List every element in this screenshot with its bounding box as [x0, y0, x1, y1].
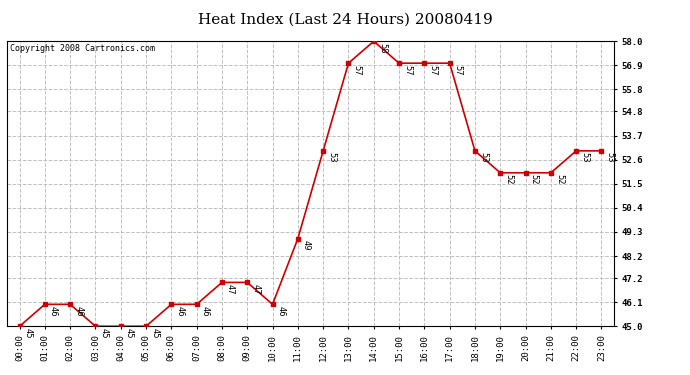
Text: 52: 52 [555, 174, 564, 184]
Text: 53: 53 [580, 152, 589, 163]
Text: 57: 57 [428, 64, 437, 75]
Text: 53: 53 [479, 152, 488, 163]
Text: 58: 58 [378, 43, 387, 53]
Text: 52: 52 [530, 174, 539, 184]
Text: 57: 57 [353, 64, 362, 75]
Text: 52: 52 [504, 174, 513, 184]
Text: 46: 46 [175, 306, 184, 316]
Text: 46: 46 [277, 306, 286, 316]
Text: 45: 45 [150, 328, 159, 338]
Text: 57: 57 [403, 64, 412, 75]
Text: 46: 46 [75, 306, 83, 316]
Text: 46: 46 [49, 306, 58, 316]
Text: 47: 47 [251, 284, 260, 294]
Text: 45: 45 [23, 328, 32, 338]
Text: 47: 47 [226, 284, 235, 294]
Text: 53: 53 [606, 152, 615, 163]
Text: 45: 45 [99, 328, 108, 338]
Text: 57: 57 [454, 64, 463, 75]
Text: 46: 46 [201, 306, 210, 316]
Text: 49: 49 [302, 240, 311, 250]
Text: Heat Index (Last 24 Hours) 20080419: Heat Index (Last 24 Hours) 20080419 [197, 13, 493, 27]
Text: 45: 45 [125, 328, 134, 338]
Text: Copyright 2008 Cartronics.com: Copyright 2008 Cartronics.com [10, 44, 155, 53]
Text: 53: 53 [327, 152, 336, 163]
